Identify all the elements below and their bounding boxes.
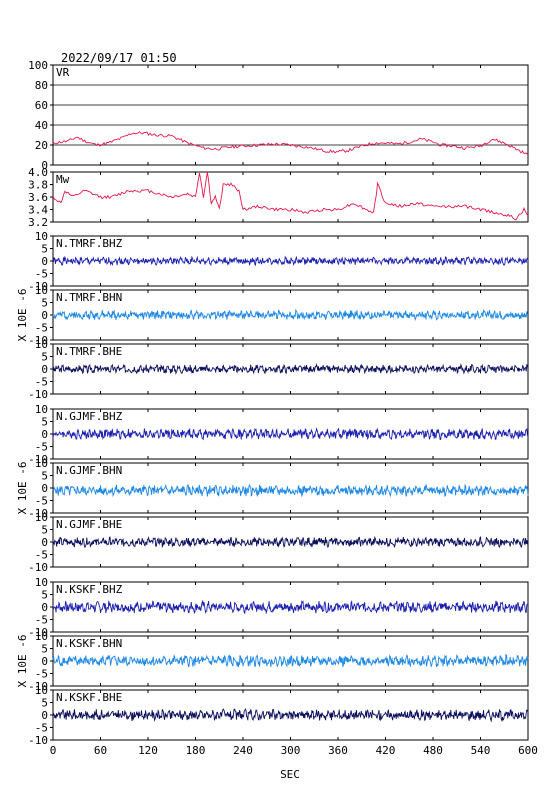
y-tick-label-kskf_bhn: -10 <box>28 680 48 693</box>
y-axis-label: X 10E -6 <box>16 635 29 688</box>
y-tick-label-kskf_bhn: -5 <box>35 668 48 681</box>
y-tick-label-gjmf_bhe: 0 <box>41 536 48 549</box>
y-tick-label-kskf_bhz: -10 <box>28 626 48 639</box>
y-tick-label-kskf_bhz: -5 <box>35 614 48 627</box>
series-line-mw <box>52 172 529 221</box>
y-tick-label-kskf_bhe: -10 <box>28 734 48 747</box>
series-line-kskf_bhn <box>52 653 529 668</box>
panel-label-kskf_bhn: N.KSKF.BHN <box>56 637 122 650</box>
y-tick-label-tmrf_bhe: -10 <box>28 388 48 401</box>
y-tick-label-tmrf_bhe: -5 <box>35 376 48 389</box>
y-tick-label-vr: 80 <box>35 79 48 92</box>
y-axis-label: X 10E -6 <box>16 462 29 515</box>
series-line-vr <box>52 131 529 156</box>
y-tick-label-tmrf_bhz: -10 <box>28 280 48 293</box>
y-tick-label-kskf_bhz: 0 <box>41 601 48 614</box>
panel-frame-vr <box>52 64 529 166</box>
y-tick-label-gjmf_bhe: -10 <box>28 561 48 574</box>
y-tick-label-tmrf_bhe: 5 <box>41 351 48 364</box>
y-tick-label-gjmf_bhz: 5 <box>41 416 48 429</box>
y-tick-label-kskf_bhe: 0 <box>41 709 48 722</box>
series-line-gjmf_bhe <box>52 535 529 549</box>
y-tick-label-gjmf_bhe: -5 <box>35 549 48 562</box>
y-tick-label-mw: 3.2 <box>28 216 48 229</box>
y-tick-label-kskf_bhe: -5 <box>35 722 48 735</box>
series-line-kskf_bhe <box>52 708 529 723</box>
y-tick-label-mw: 3.8 <box>28 179 48 192</box>
y-tick-label-tmrf_bhz: 10 <box>35 230 48 243</box>
y-tick-label-mw: 4.0 <box>28 166 48 179</box>
y-tick-label-gjmf_bhn: 10 <box>35 457 48 470</box>
panel-label-gjmf_bhe: N.GJMF.BHE <box>56 518 122 531</box>
panel-label-kskf_bhe: N.KSKF.BHE <box>56 691 122 704</box>
x-tick-label: 240 <box>233 744 253 757</box>
panel-frame-mw <box>52 171 529 223</box>
series-line-gjmf_bhz <box>52 427 529 441</box>
chart-title: 2022/09/17 01:50 <box>61 51 177 65</box>
y-tick-label-gjmf_bhz: 10 <box>35 403 48 416</box>
y-tick-label-gjmf_bhz: -10 <box>28 453 48 466</box>
x-tick-label: 600 <box>518 744 538 757</box>
panel-label-mw: Mw <box>56 173 70 186</box>
y-tick-label-kskf_bhe: 5 <box>41 697 48 710</box>
panel-label-tmrf_bhn: N.TMRF.BHN <box>56 291 122 304</box>
y-tick-label-kskf_bhe: 10 <box>35 684 48 697</box>
y-tick-label-kskf_bhz: 10 <box>35 576 48 589</box>
y-tick-label-mw: 3.6 <box>28 191 48 204</box>
y-tick-label-vr: 20 <box>35 139 48 152</box>
y-tick-label-gjmf_bhn: 0 <box>41 482 48 495</box>
y-tick-label-tmrf_bhn: 5 <box>41 297 48 310</box>
y-tick-label-kskf_bhz: 5 <box>41 589 48 602</box>
y-tick-label-tmrf_bhz: 0 <box>41 255 48 268</box>
y-tick-label-vr: 0 <box>41 159 48 172</box>
series-line-tmrf_bhn <box>52 308 529 321</box>
y-tick-label-kskf_bhn: 0 <box>41 655 48 668</box>
series-line-tmrf_bhe <box>52 363 529 375</box>
series-line-kskf_bhz <box>52 599 529 615</box>
y-tick-label-vr: 40 <box>35 119 48 132</box>
y-tick-label-tmrf_bhn: -5 <box>35 322 48 335</box>
panel-label-gjmf_bhz: N.GJMF.BHZ <box>56 410 123 423</box>
panel-label-tmrf_bhz: N.TMRF.BHZ <box>56 237 123 250</box>
y-tick-label-tmrf_bhz: -5 <box>35 268 48 281</box>
series-line-tmrf_bhz <box>52 255 529 267</box>
y-axis-label: X 10E -6 <box>16 289 29 342</box>
series-line-gjmf_bhn <box>52 483 529 498</box>
x-tick-label: 300 <box>281 744 301 757</box>
x-tick-label: 480 <box>423 744 443 757</box>
x-tick-label: 0 <box>50 744 57 757</box>
panel-label-kskf_bhz: N.KSKF.BHZ <box>56 583 123 596</box>
panel-label-gjmf_bhn: N.GJMF.BHN <box>56 464 122 477</box>
y-tick-label-tmrf_bhz: 5 <box>41 243 48 256</box>
y-tick-label-gjmf_bhn: -5 <box>35 495 48 508</box>
x-tick-label: 60 <box>94 744 107 757</box>
y-tick-label-vr: 60 <box>35 99 48 112</box>
x-tick-label: 420 <box>376 744 396 757</box>
panel-label-tmrf_bhe: N.TMRF.BHE <box>56 345 122 358</box>
y-tick-label-tmrf_bhe: 0 <box>41 363 48 376</box>
x-tick-label: 180 <box>186 744 206 757</box>
y-tick-label-gjmf_bhn: 5 <box>41 470 48 483</box>
panel-label-vr: VR <box>56 66 70 79</box>
y-tick-label-tmrf_bhn: 0 <box>41 309 48 322</box>
y-tick-label-gjmf_bhe: 10 <box>35 511 48 524</box>
y-tick-label-kskf_bhn: 10 <box>35 630 48 643</box>
y-tick-label-gjmf_bhn: -10 <box>28 507 48 520</box>
x-axis-label: SEC <box>280 768 300 781</box>
y-tick-label-tmrf_bhe: 10 <box>35 338 48 351</box>
x-tick-label: 120 <box>138 744 158 757</box>
x-tick-label: 360 <box>328 744 348 757</box>
y-tick-label-gjmf_bhe: 5 <box>41 524 48 537</box>
panel-frame-gjmf_bhn <box>52 462 529 514</box>
y-tick-label-vr: 100 <box>28 59 48 72</box>
y-tick-label-kskf_bhn: 5 <box>41 643 48 656</box>
y-tick-label-tmrf_bhn: -10 <box>28 334 48 347</box>
y-tick-label-gjmf_bhz: 0 <box>41 428 48 441</box>
y-tick-label-mw: 3.4 <box>28 204 48 217</box>
x-tick-label: 540 <box>471 744 491 757</box>
y-tick-label-tmrf_bhn: 10 <box>35 284 48 297</box>
y-tick-label-gjmf_bhz: -5 <box>35 441 48 454</box>
